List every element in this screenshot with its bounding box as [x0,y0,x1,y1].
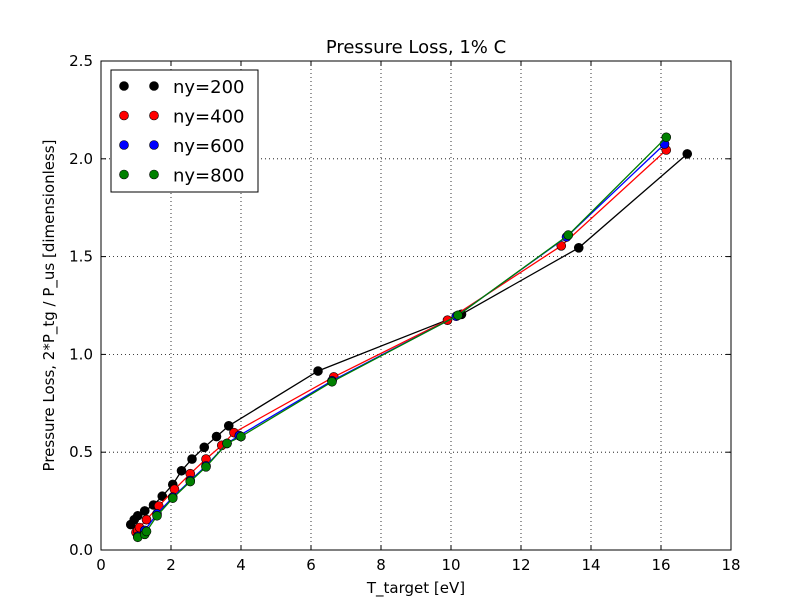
data-point [661,132,672,143]
x-tick-label: 14 [581,556,600,574]
x-tick-label: 16 [651,556,670,574]
plot-frame [100,60,732,551]
axis-ticks: 0 2 4 6 8 10 12 14 16 18 0.0 0.5 1.0 1.5 2.0 2.5 [69,52,740,574]
data-point [682,149,693,159]
legend-entry: ny=400 [119,107,245,128]
x-tick-label: 10 [441,556,460,574]
x-tick-label: 18 [721,556,740,574]
data-point [223,420,234,431]
series-ny-800 [132,132,672,543]
y-tick-label: 2.5 [69,52,93,70]
legend-label: ny=400 [173,107,245,128]
data-point [199,442,210,453]
x-tick-label: 12 [511,556,530,574]
x-tick-label: 8 [376,556,386,574]
legend-entry: ny=600 [119,136,245,157]
legend-marker [119,140,129,150]
y-tick-label: 2.0 [69,150,93,168]
x-tick-label: 2 [166,556,176,574]
data-point [211,431,222,442]
data-point [167,493,178,503]
data-point [176,465,187,476]
data-point [139,506,150,516]
y-axis-label: Pressure Loss, 2*P_tg / P_us [dimensionl… [40,140,59,472]
legend-label: ny=800 [173,166,245,187]
legend: ny=200 ny=400 ny=600 ny=800 [110,69,259,193]
legend-marker [119,110,129,121]
chart-title: Pressure Loss, 1% C [326,37,506,58]
x-tick-label: 6 [306,556,316,574]
data-point [222,438,232,449]
y-tick-label: 0.0 [69,541,93,559]
data-point [563,230,574,240]
data-point [187,454,197,464]
x-tick-label: 0 [96,556,106,574]
series-layer [125,132,693,543]
legend-entry: ny=200 [119,77,245,98]
data-point [157,491,168,502]
legend-box [110,69,259,193]
y-tick-label: 0.5 [69,443,93,461]
data-point [313,366,323,376]
data-point [152,510,162,521]
data-point [327,376,337,387]
legend-label: ny=600 [173,136,245,157]
data-point [141,526,152,537]
legend-marker [149,169,159,180]
y-tick-label: 1.5 [69,248,93,266]
legend-marker [119,81,129,91]
legend-marker [119,169,129,180]
data-point [141,514,152,525]
legend-label: ny=200 [173,77,245,98]
data-point [453,310,463,321]
data-point [236,431,246,442]
data-point [201,462,211,472]
data-point [185,476,196,487]
legend-entry: ny=800 [119,166,245,187]
x-axis-label: T_target [eV] [366,579,465,598]
data-point [132,510,143,521]
data-point [573,242,584,253]
legend-marker [149,110,159,121]
series-ny-200 [125,149,693,530]
legend-marker [149,81,159,91]
legend-marker [149,140,159,150]
x-tick-label: 4 [236,556,246,574]
y-tick-label: 1.0 [69,345,93,363]
